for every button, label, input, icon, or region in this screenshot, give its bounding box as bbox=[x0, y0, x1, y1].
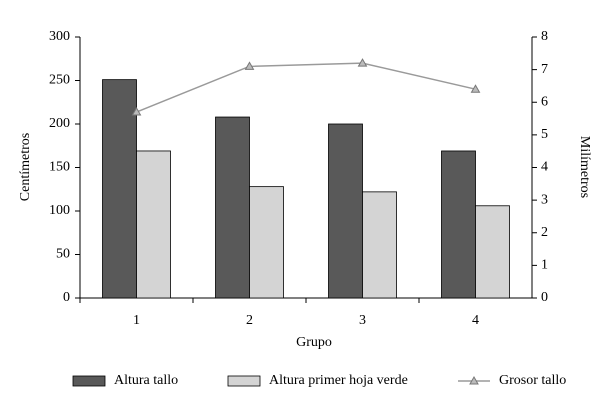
legend-label: Altura primer hoja verde bbox=[269, 373, 408, 388]
line-marker bbox=[357, 58, 368, 67]
legend-label: Grosor tallo bbox=[499, 373, 566, 388]
bar bbox=[362, 191, 397, 299]
bar bbox=[475, 205, 510, 299]
bar bbox=[441, 150, 476, 299]
bar bbox=[328, 123, 363, 299]
y2-tick-label: 5 bbox=[541, 127, 548, 142]
y-tick-label: 150 bbox=[49, 160, 70, 175]
y-tick-label: 200 bbox=[49, 116, 70, 131]
y-axis-label: Centímetros bbox=[18, 133, 33, 201]
x-tick-label: 3 bbox=[359, 313, 366, 328]
y-tick-label: 300 bbox=[49, 29, 70, 44]
y2-tick-label: 0 bbox=[541, 290, 548, 305]
y-tick-label: 50 bbox=[56, 247, 70, 262]
y2-tick-label: 4 bbox=[541, 160, 548, 175]
bar bbox=[215, 116, 250, 299]
y-tick-label: 100 bbox=[49, 203, 70, 218]
y2-tick-label: 2 bbox=[541, 225, 548, 240]
line bbox=[136, 62, 476, 113]
legend-marker bbox=[469, 375, 479, 385]
x-tick-label: 2 bbox=[246, 313, 253, 328]
line-marker bbox=[244, 61, 255, 70]
y2-tick-label: 1 bbox=[541, 258, 548, 273]
y2-tick-label: 3 bbox=[541, 192, 548, 207]
bar bbox=[249, 186, 284, 299]
line-marker bbox=[131, 107, 142, 116]
y2-axis-label: Milímetros bbox=[577, 136, 592, 198]
y-tick-label: 250 bbox=[49, 73, 70, 88]
x-tick-label: 1 bbox=[133, 313, 140, 328]
legend-swatch bbox=[72, 375, 106, 387]
bar bbox=[102, 79, 137, 299]
legend-label: Altura tallo bbox=[114, 373, 178, 388]
legend-swatch bbox=[227, 375, 261, 387]
y2-tick-label: 6 bbox=[541, 94, 548, 109]
y-tick-label: 0 bbox=[63, 290, 70, 305]
y2-tick-label: 8 bbox=[541, 29, 548, 44]
bar bbox=[136, 150, 171, 299]
y2-tick-label: 7 bbox=[541, 62, 548, 77]
x-tick-label: 4 bbox=[472, 313, 479, 328]
x-axis-label: Grupo bbox=[296, 335, 332, 350]
line-marker bbox=[470, 84, 481, 93]
